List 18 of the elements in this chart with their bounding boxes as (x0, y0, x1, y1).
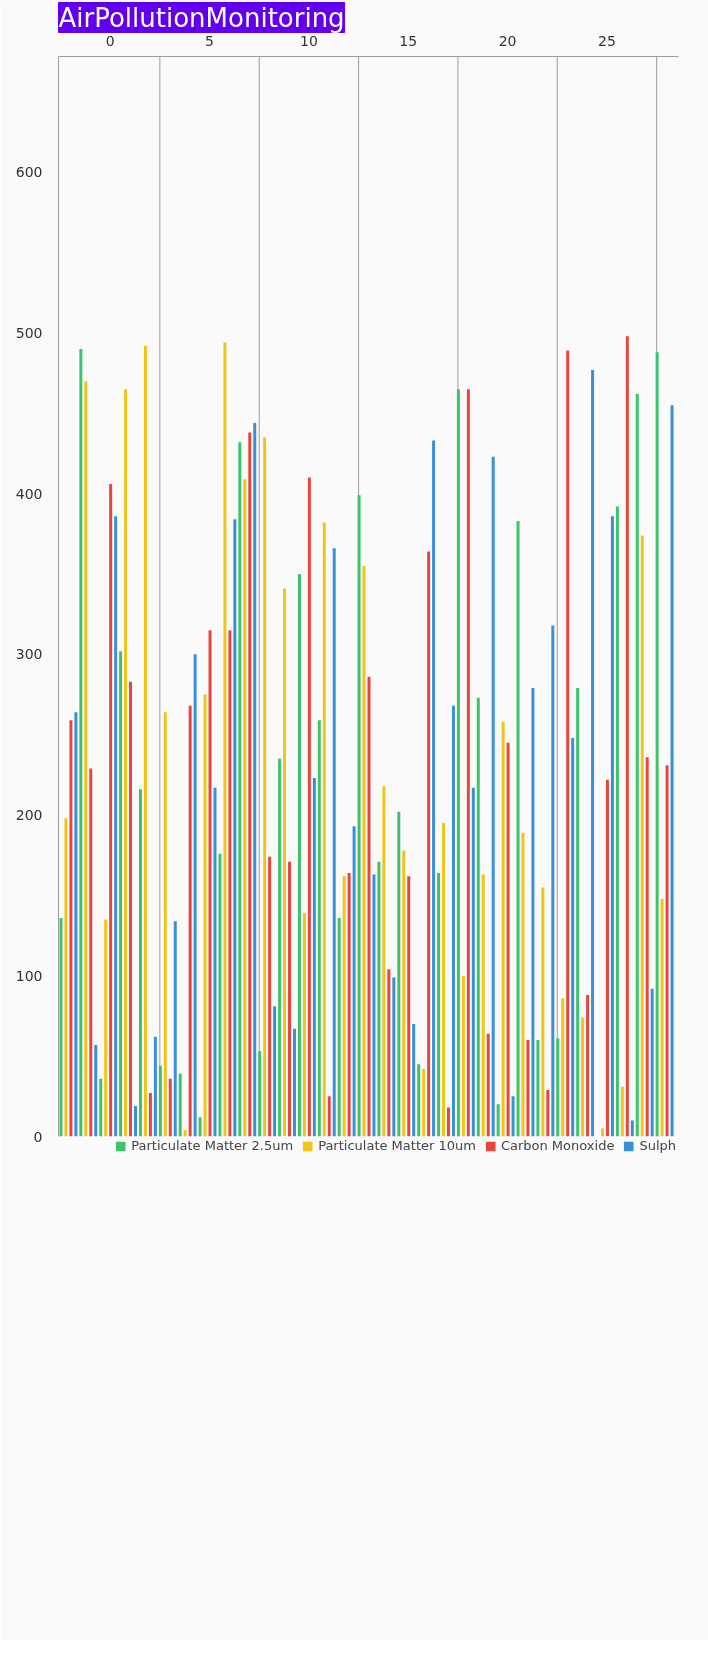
x-tick-label: 15 (399, 32, 418, 49)
chart-title: AirPollutionMonitoring (58, 2, 345, 33)
legend-label: Particulate Matter 2.5um (131, 1138, 294, 1153)
y-tick-label: 300 (15, 646, 43, 663)
x-tick-label: 0 (105, 32, 115, 49)
y-tick-label: 600 (15, 164, 43, 181)
y-tick-label: 200 (15, 807, 43, 824)
x-tick-label: 25 (598, 32, 616, 49)
x-tick-label: 20 (498, 32, 517, 49)
x-tick-label: 5 (205, 32, 214, 49)
y-tick-label: 500 (15, 324, 43, 341)
legend-label: Sulph (639, 1138, 676, 1153)
y-tick-label: 400 (15, 485, 43, 502)
y-tick-label: 100 (15, 967, 43, 984)
y-tick-label: 0 (33, 1128, 43, 1145)
x-tick-label: 10 (299, 32, 318, 49)
legend-label: Carbon Monoxide (500, 1138, 615, 1153)
legend-label: Particulate Matter 10um (318, 1138, 476, 1153)
